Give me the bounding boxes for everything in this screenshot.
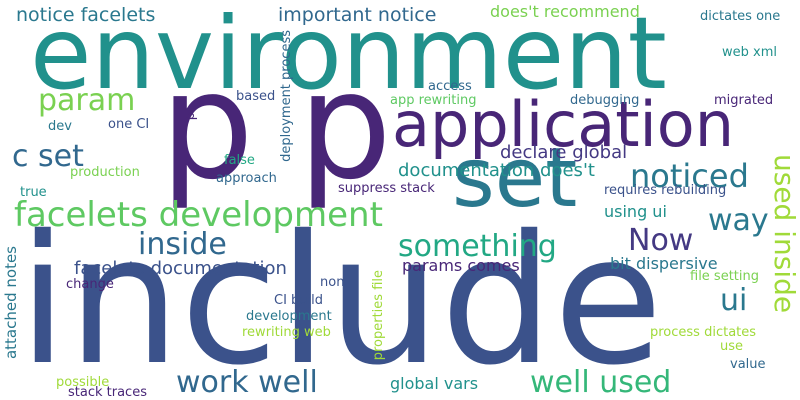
word-false: false [224, 153, 255, 168]
word-notice-facelets: notice facelets [16, 4, 156, 26]
word-use: use [720, 339, 744, 354]
word-noticed: noticed [630, 157, 749, 195]
word-value: value [730, 357, 766, 372]
word-debugging: debugging [570, 93, 640, 108]
word-properties-file: properties file [371, 270, 386, 361]
word-work-well: work well [176, 365, 318, 400]
word-app-rewriting: app rewriting [390, 93, 477, 108]
word-rewriting-web: rewriting web [242, 325, 331, 340]
word-now: Now [628, 223, 694, 258]
word-process-dictates: process dictates [650, 325, 757, 340]
word-true: true [20, 185, 47, 200]
word-way: way [708, 203, 769, 238]
word-stack-traces: stack traces [68, 385, 147, 400]
word-access: access [428, 79, 472, 94]
word-something: something [398, 229, 557, 264]
word-c-set: c set [12, 139, 84, 174]
word-global-vars: global vars [390, 374, 479, 393]
word-p-small: p [183, 112, 198, 121]
word-using-ui: using ui [604, 202, 667, 221]
word-important-notice: important notice [278, 4, 437, 26]
word-dictates-one: dictates one [700, 9, 781, 24]
word-inside: inside [138, 227, 227, 262]
word-include: include [18, 197, 663, 400]
word-dev: dev [48, 119, 72, 134]
word-change: change [66, 277, 114, 292]
word-documentation-does-not: documentation does't [398, 160, 595, 181]
word-non: non [320, 275, 345, 290]
word-params-comes: params comes [402, 256, 520, 275]
word-suppress-stack: suppress stack [338, 181, 435, 196]
word-facelets-documentation: facelets documentation [74, 258, 287, 279]
word-p-large-1: p [160, 40, 254, 212]
word-based: based [236, 89, 276, 104]
word-declare-global: declare global [500, 142, 628, 163]
word-bit-dispersive: bit dispersive [610, 254, 718, 273]
word-migrated: migrated [714, 93, 774, 108]
word-does-not-recommend: does't recommend [490, 2, 640, 21]
word-application: application [392, 88, 734, 161]
word-param: param [38, 83, 136, 118]
word-ui: ui [720, 283, 748, 318]
word-facelets-development: facelets development [14, 195, 383, 235]
word-production: production [70, 165, 140, 180]
word-attached-notes: attached notes [2, 246, 20, 360]
word-approach: approach [216, 171, 277, 186]
word-ci-build: CI build [274, 293, 324, 308]
word-web-xml: web xml [722, 45, 777, 60]
word-well-used: well used [530, 365, 672, 400]
word-possible: possible [56, 375, 110, 390]
word-environment: environment [30, 0, 667, 112]
word-requires-rebuilding: requires rebuilding [604, 183, 727, 198]
word-set: set [452, 131, 578, 226]
word-development: development [246, 309, 332, 324]
word-deployment-process: deployment process [279, 30, 294, 162]
word-p-large-2: p [298, 40, 392, 212]
word-used-inside: used inside [768, 154, 800, 314]
word-file-setting: file setting [690, 269, 759, 284]
word-one-ci: one CI [108, 117, 150, 132]
